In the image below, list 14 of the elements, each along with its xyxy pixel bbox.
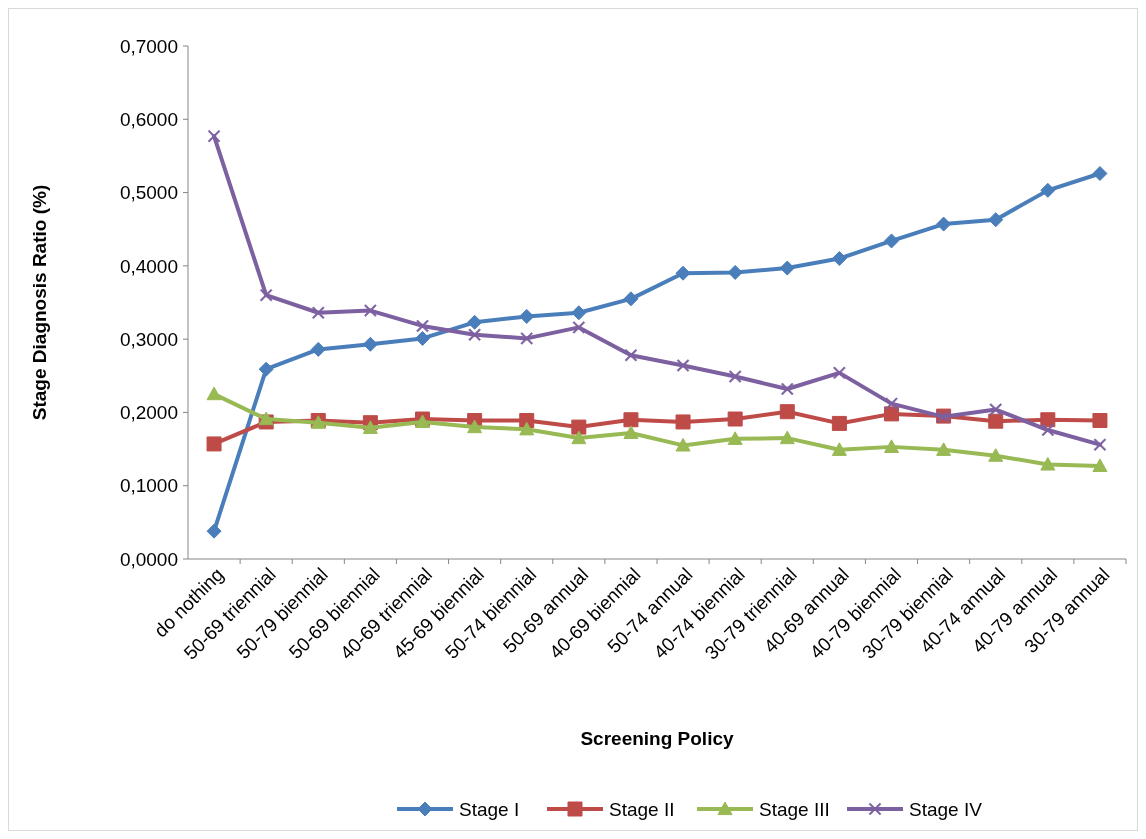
legend-label: Stage III xyxy=(759,798,830,820)
y-tick-label: 0,3000 xyxy=(119,328,178,350)
y-tick-label: 0,1000 xyxy=(119,475,178,497)
y-tick-label: 0,5000 xyxy=(119,182,178,204)
x-axis-title: Screening Policy xyxy=(580,728,734,749)
legend-label: Stage I xyxy=(459,798,520,820)
y-tick-label: 0,7000 xyxy=(119,35,178,57)
y-tick-label: 0,0000 xyxy=(119,548,178,570)
y-axis-title: Stage Diagnosis Ratio (%) xyxy=(29,184,50,421)
y-tick-label: 0,2000 xyxy=(119,402,178,424)
legend-label: Stage IV xyxy=(909,798,983,820)
y-tick-label: 0,4000 xyxy=(119,255,178,277)
legend-label: Stage II xyxy=(609,798,675,820)
y-tick-label: 0,6000 xyxy=(119,108,178,130)
